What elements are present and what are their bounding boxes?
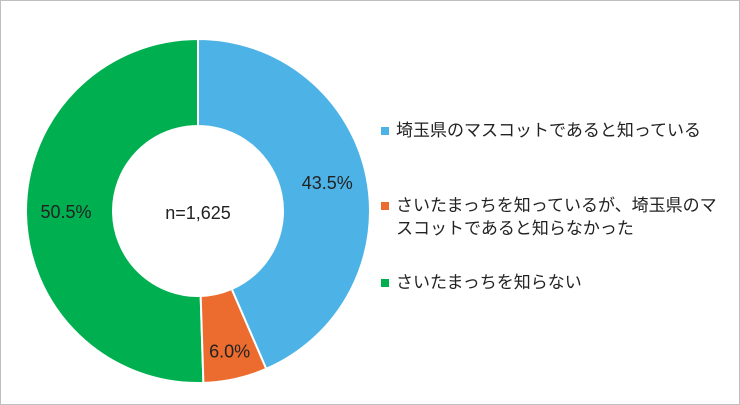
legend-item: 埼玉県のマスコットであると知っている	[381, 119, 721, 142]
donut-slice	[197, 37, 371, 371]
value-label: 6.0%	[209, 341, 250, 361]
legend-marker	[381, 127, 389, 135]
legend-marker	[381, 202, 389, 210]
legend-label: 埼玉県のマスコットであると知っている	[396, 121, 701, 140]
value-label: 43.5%	[302, 173, 353, 193]
donut-slice	[199, 287, 268, 384]
value-label: 50.5%	[40, 202, 91, 222]
legend-label: さいたまっちを知らない	[396, 273, 582, 292]
legend-item: さいたまっちを知らない	[381, 271, 721, 294]
legend-marker	[381, 279, 389, 287]
legend-item: さいたまっちを知っているが、埼玉県のマスコットであると知らなかった	[381, 194, 721, 240]
sample-size: n=1,625	[165, 203, 231, 223]
legend-label: さいたまっちを知っているが、埼玉県のマスコットであると知らなかった	[396, 196, 717, 238]
donut-slice	[25, 37, 205, 384]
